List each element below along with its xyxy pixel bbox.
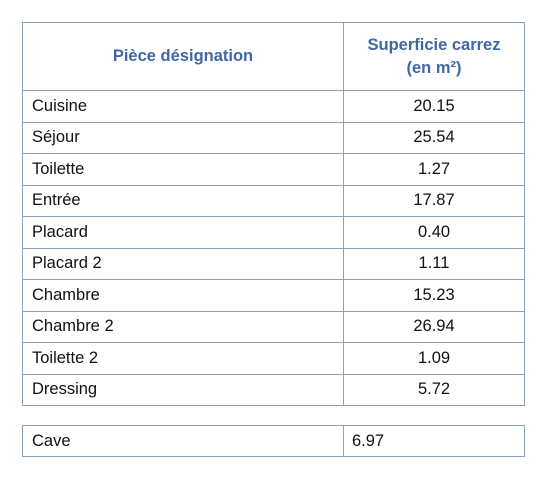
room-area: 1.11 [343,247,525,280]
room-name: Chambre [22,279,344,312]
table-row: Entrée 17.87 [22,184,525,217]
cave-room-area: 6.97 [343,425,525,457]
room-area: 26.94 [343,310,525,343]
room-area: 1.27 [343,153,525,186]
header-area-label-line2: (en m²) [406,58,462,77]
header-room-label: Pièce désignation [112,47,254,65]
surface-table: Pièce désignation Superficie carrez (en … [22,22,525,406]
table-row: Toilette 1.27 [22,153,525,186]
room-area: 20.15 [343,90,525,123]
room-name: Placard 2 [22,247,344,280]
table-row: Chambre 15.23 [22,279,525,312]
table-row: Placard 0.40 [22,216,525,249]
table-row: Dressing 5.72 [22,373,525,406]
cave-row: Cave 6.97 [22,425,525,457]
room-area: 5.72 [343,373,525,406]
room-name: Toilette 2 [22,342,344,375]
table-header-row: Pièce désignation Superficie carrez (en … [22,22,525,91]
room-area: 0.40 [343,216,525,249]
room-area: 17.87 [343,184,525,217]
room-name: Entrée [22,184,344,217]
room-name: Dressing [22,373,344,406]
room-name: Toilette [22,153,344,186]
cave-table: Cave 6.97 [22,425,525,457]
room-area: 1.09 [343,342,525,375]
room-name: Chambre 2 [22,310,344,343]
room-area: 15.23 [343,279,525,312]
table-row: Chambre 2 26.94 [22,310,525,343]
cave-room-name: Cave [22,425,344,457]
table-row: Séjour 25.54 [22,121,525,154]
room-name: Séjour [22,121,344,154]
room-area: 25.54 [343,121,525,154]
header-area: Superficie carrez (en m²) [343,22,525,91]
table-row: Placard 2 1.11 [22,247,525,280]
room-name: Placard [22,216,344,249]
table-row: Cuisine 20.15 [22,90,525,123]
header-room: Pièce désignation [22,22,344,91]
room-name: Cuisine [22,90,344,123]
header-area-label-line1: Superficie carrez [367,35,501,54]
table-row: Toilette 2 1.09 [22,342,525,375]
